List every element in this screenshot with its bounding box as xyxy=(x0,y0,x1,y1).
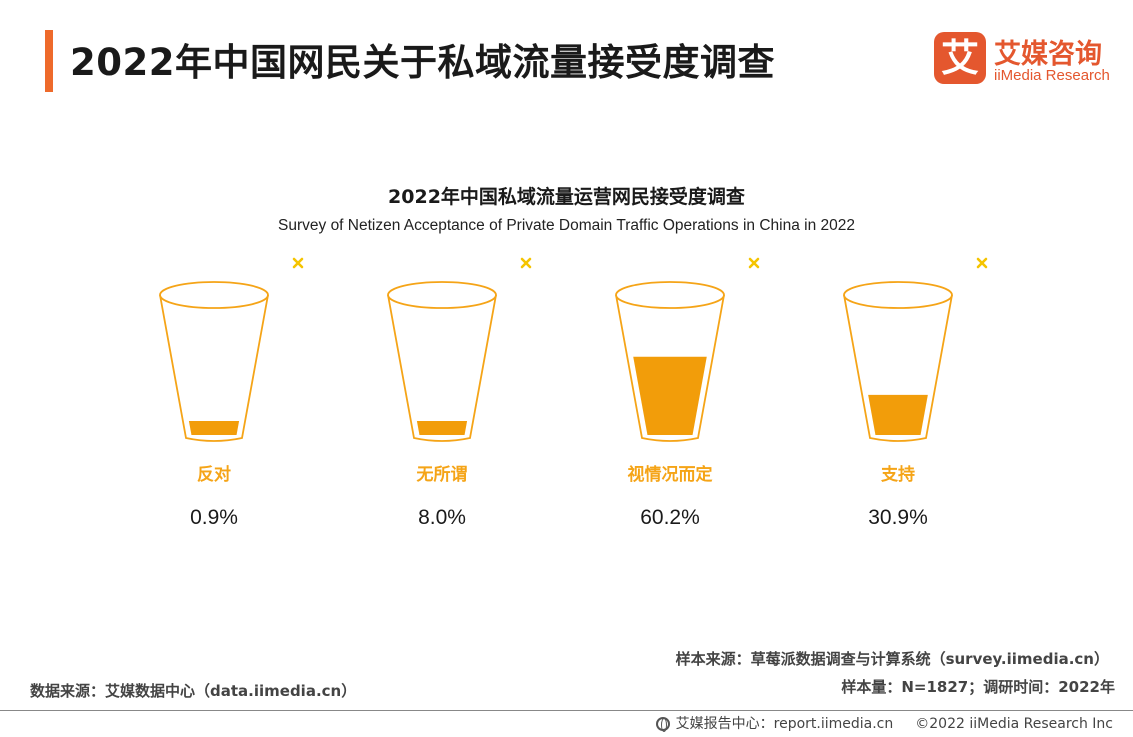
cup-fill-1 xyxy=(416,421,468,435)
cup-fill-2 xyxy=(633,356,707,435)
cup-fill-0 xyxy=(188,421,240,435)
chart-title: 2022年中国私域流量运营网民接受度调查 xyxy=(388,186,745,208)
sparkle-icon-0 xyxy=(292,257,304,269)
globe-icon xyxy=(655,717,670,732)
sample-source: 样本来源：草莓派数据调查与计算系统（survey.iimedia.cn） xyxy=(675,650,1109,668)
logo-cn-text: 艾媒咨询 xyxy=(994,39,1102,70)
footer-divider xyxy=(0,710,1133,711)
cup-rim-0 xyxy=(159,281,269,309)
sparkle-icon-2 xyxy=(748,257,760,269)
logo-en-text: iiMedia Research xyxy=(994,67,1110,84)
report-center: 艾媒报告中心：report.iimedia.cn xyxy=(675,716,894,732)
sparkle-icon-3 xyxy=(976,257,988,269)
category-label-1: 无所谓 xyxy=(416,465,468,485)
cup-fill-3 xyxy=(868,394,928,435)
cup-chart: 反对 0.9% 无所谓 8.0% 视情况而定 60.2% 支持 30.9% xyxy=(159,257,988,529)
brand-logo: 艾 艾媒咨询 iiMedia Research xyxy=(932,32,1122,88)
category-label-0: 反对 xyxy=(197,464,231,485)
cup-outline-2 xyxy=(615,294,725,442)
page-title: 2022年中国网民关于私域流量接受度调查 xyxy=(70,41,775,84)
cup-rim-3 xyxy=(843,281,953,309)
footer-bottom: 艾媒报告中心：report.iimedia.cn ©2022 iiMedia Re… xyxy=(655,713,1113,733)
logo-mark: 艾 xyxy=(934,32,986,84)
category-label-2: 视情况而定 xyxy=(628,464,713,485)
sample-info: 样本量：N=1827；调研时间：2022年 xyxy=(841,678,1115,696)
value-label-2: 60.2% xyxy=(640,506,700,529)
category-label-3: 支持 xyxy=(881,464,915,485)
cup-outline-3 xyxy=(843,294,953,442)
value-label-1: 8.0% xyxy=(418,506,466,529)
cup-outline-1 xyxy=(387,294,497,442)
value-label-0: 0.9% xyxy=(190,506,238,529)
chart-subtitle: Survey of Netizen Acceptance of Private … xyxy=(278,217,855,234)
cup-rim-2 xyxy=(615,281,725,309)
cup-rim-1 xyxy=(387,281,497,309)
sparkle-icon-1 xyxy=(520,257,532,269)
cup-outline-0 xyxy=(159,294,269,442)
title-accent-bar xyxy=(45,30,53,92)
data-source: 数据来源：艾媒数据中心（data.iimedia.cn） xyxy=(30,682,357,700)
copyright: ©2022 iiMedia Research Inc xyxy=(915,716,1113,732)
value-label-3: 30.9% xyxy=(868,506,928,529)
